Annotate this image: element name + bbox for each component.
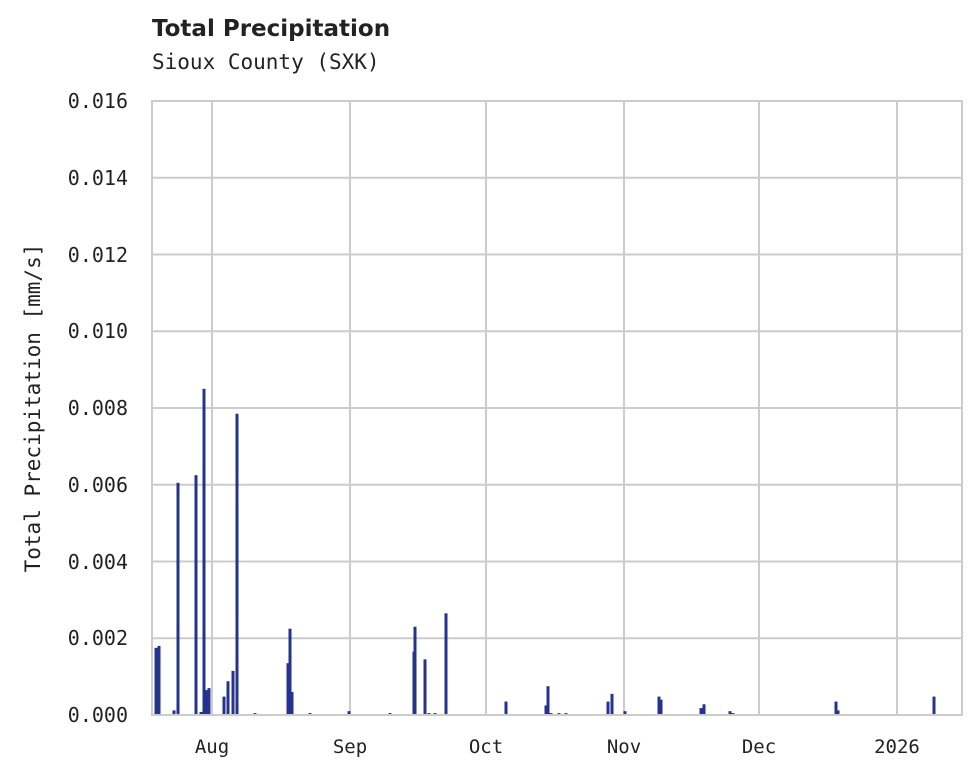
- x-tick-label: Oct: [468, 736, 504, 758]
- precipitation-bar: [699, 708, 703, 715]
- x-tick-label: 2026: [874, 736, 920, 758]
- precipitation-bar: [702, 704, 706, 715]
- precipitation-bar: [235, 413, 239, 715]
- x-tick-label: Aug: [194, 736, 230, 758]
- y-tick-label: 0.012: [67, 242, 128, 267]
- y-tick-label: 0.008: [67, 396, 128, 420]
- precipitation-bar: [290, 691, 294, 715]
- precipitation-bar: [544, 705, 548, 715]
- precipitation-bar: [610, 693, 614, 715]
- y-tick-label: 0.014: [67, 165, 128, 190]
- precipitation-bar: [205, 690, 209, 715]
- precipitation-bar: [728, 711, 732, 715]
- precipitation-bar: [172, 710, 176, 715]
- chart-subtitle: Sioux County (SXK): [152, 50, 380, 74]
- precipitation-bar: [836, 710, 840, 715]
- precipitation-bar: [154, 647, 158, 715]
- precipitation-bar: [176, 482, 180, 715]
- precipitation-bar: [347, 711, 351, 715]
- precipitation-bar: [226, 681, 230, 715]
- precipitation-bar: [444, 613, 448, 715]
- y-tick-label: 0.002: [67, 626, 128, 651]
- y-tick-label: 0.016: [67, 89, 128, 113]
- precipitation-bar: [202, 388, 206, 715]
- precipitation-bar: [623, 711, 627, 715]
- precipitation-bar: [606, 701, 610, 715]
- precipitation-bar: [286, 663, 290, 715]
- y-tick-label: 0.010: [67, 319, 128, 344]
- precipitation-bar: [288, 628, 292, 715]
- x-tick-label: Nov: [606, 736, 642, 758]
- precipitation-bar: [157, 645, 161, 715]
- precipitation-bar: [222, 696, 226, 715]
- precipitation-bar: [834, 701, 838, 715]
- precipitation-bar: [207, 688, 211, 715]
- precipitation-bar: [657, 696, 661, 715]
- y-tick-label: 0.000: [67, 703, 128, 727]
- precipitation-bar: [504, 701, 508, 715]
- y-tick-label: 0.004: [67, 549, 128, 574]
- precipitation-bar: [199, 711, 203, 715]
- chart-title: Total Precipitation: [152, 16, 391, 42]
- precipitation-bar: [423, 659, 427, 715]
- precipitation-bar: [413, 626, 417, 715]
- precipitation-bar: [231, 670, 235, 715]
- precipitation-bar: [546, 686, 550, 715]
- x-tick-label: Sep: [332, 736, 368, 758]
- precipitation-bar: [932, 696, 936, 715]
- precipitation-bar: [659, 699, 663, 715]
- precipitation-bar: [194, 475, 198, 715]
- x-tick-label: Dec: [741, 736, 777, 758]
- y-tick-label: 0.006: [67, 472, 128, 497]
- plot-frame: [151, 100, 963, 716]
